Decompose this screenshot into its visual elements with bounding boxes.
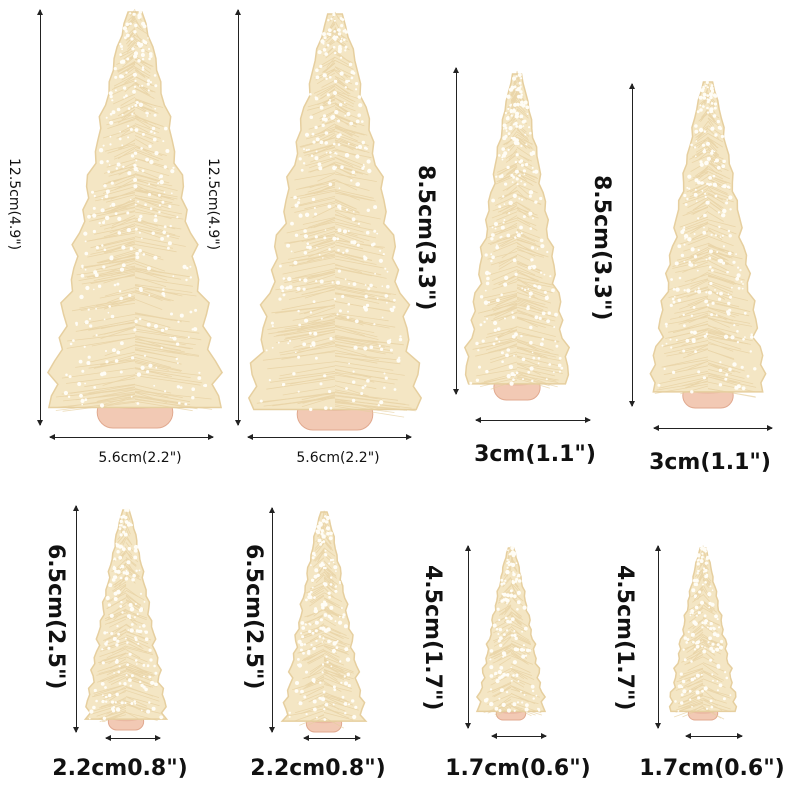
height-dimension-arrow [235, 9, 241, 426]
bottle-brush-tree-image [247, 11, 423, 431]
tree-foliage [83, 509, 169, 720]
height-dimension-arrow [655, 545, 661, 729]
width-label: 5.6cm(2.2") [98, 450, 182, 466]
tree-foliage [649, 81, 767, 393]
bottle-brush-tree-image [83, 508, 169, 731]
height-dimension-arrow [453, 67, 459, 395]
height-dimension-arrow [465, 545, 471, 729]
tree-foliage [463, 73, 571, 385]
height-label: 8.5cm(3.3") [413, 165, 438, 311]
bottle-brush-tree-image [463, 70, 571, 401]
width-label: 1.7cm(0.6") [445, 756, 591, 781]
bottle-brush-tree-image [668, 545, 738, 721]
bottle-brush-tree-image [475, 546, 547, 721]
height-label: 4.5cm(1.7") [420, 565, 445, 711]
width-dimension-arrow [491, 733, 547, 739]
width-label: 5.6cm(2.2") [296, 450, 380, 466]
height-dimension-arrow [37, 9, 43, 426]
width-label: 2.2cm0.8") [52, 756, 188, 781]
tree-foliage [668, 547, 738, 713]
height-label: 4.5cm(1.7") [612, 565, 637, 711]
height-label: 12.5cm(4.9") [6, 158, 22, 251]
width-label: 1.7cm(0.6") [639, 756, 785, 781]
width-dimension-arrow [685, 733, 743, 739]
height-label: 6.5cm(2.5") [43, 544, 68, 690]
height-label: 12.5cm(4.9") [205, 158, 221, 251]
width-dimension-arrow [105, 735, 161, 741]
height-dimension-arrow [73, 505, 79, 733]
width-dimension-arrow [653, 425, 773, 431]
bottle-brush-tree-image [649, 80, 767, 409]
width-dimension-arrow [303, 735, 361, 741]
width-dimension-arrow [49, 434, 214, 440]
width-dimension-arrow [475, 417, 591, 423]
width-label: 2.2cm0.8") [250, 756, 386, 781]
tree-foliage [46, 11, 224, 409]
bottle-brush-tree-image [46, 8, 224, 429]
width-label: 3cm(1.1") [649, 450, 771, 475]
bottle-brush-tree-image [280, 510, 368, 733]
height-label: 8.5cm(3.3") [589, 175, 614, 321]
height-dimension-arrow [269, 507, 275, 733]
height-label: 6.5cm(2.5") [241, 544, 266, 690]
height-dimension-arrow [629, 83, 635, 407]
width-dimension-arrow [247, 434, 412, 440]
width-label: 3cm(1.1") [474, 442, 596, 467]
